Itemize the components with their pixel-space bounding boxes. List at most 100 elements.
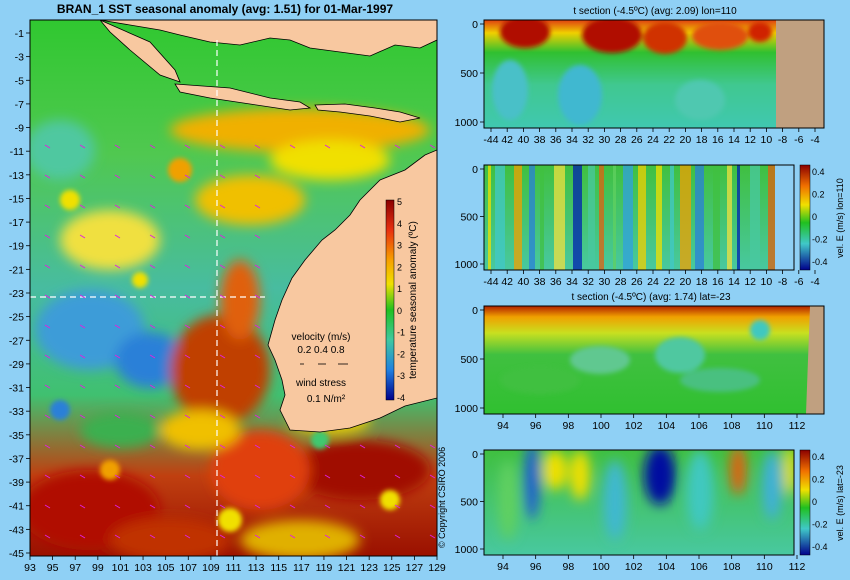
wind-arrow	[219, 444, 226, 449]
wind-arrow	[394, 504, 401, 509]
velocity-stripe	[638, 165, 646, 270]
colorbar-tick-label: 0.2	[812, 190, 825, 200]
y-tick-label: 1000	[455, 544, 479, 556]
wind-arrow	[79, 504, 86, 509]
x-tick-label: 100	[592, 561, 610, 573]
wind-arrow	[254, 504, 261, 509]
velocity-stripe	[713, 165, 720, 270]
x-tick-label: 104	[658, 561, 676, 573]
x-tick-label: 101	[112, 562, 130, 574]
wind-arrow	[79, 414, 86, 419]
x-tick-label: 106	[690, 561, 708, 573]
x-tick-label: -44	[483, 134, 498, 146]
wind-arrow	[219, 414, 226, 419]
wind-arrow	[254, 144, 261, 149]
x-tick-label: 28	[615, 276, 627, 288]
wind-arrow	[324, 504, 331, 509]
x-tick-label: 18	[696, 276, 708, 288]
wind-arrow	[44, 534, 51, 539]
wind-arrow	[254, 354, 261, 359]
y-tick-label: -31	[9, 383, 24, 395]
velocity-stripe	[768, 165, 776, 270]
x-tick-label: 42	[501, 134, 513, 146]
y-tick-label: 0	[472, 164, 478, 176]
y-tick-label: -19	[9, 241, 24, 253]
section-4-colorbar-label: vel. E (m/s) lat=-23	[835, 465, 845, 541]
wind-arrow	[429, 534, 436, 539]
x-tick-label: 110	[756, 561, 773, 573]
x-tick-label: 112	[789, 561, 806, 573]
wind-arrow	[289, 474, 296, 479]
wind-arrow	[114, 264, 121, 269]
x-tick-label: -6	[794, 276, 803, 288]
wind-arrow	[184, 504, 191, 509]
x-tick-label: 20	[680, 134, 692, 146]
wind-arrow	[219, 534, 226, 539]
map-colorbar-bar	[385, 199, 395, 401]
y-tick-label: -37	[9, 453, 24, 465]
x-tick-label: 100	[592, 420, 610, 432]
section-1-title: t section (-4.5ºC) (avg: 2.09) lon=110	[573, 6, 737, 17]
map-colorbar-ticks: 5 4 3 2 1 0 -1 -2 -3 -4	[397, 197, 405, 403]
wind-arrow	[79, 234, 86, 239]
y-tick-label: 500	[460, 497, 478, 509]
wind-arrow	[149, 384, 156, 389]
wind-arrow	[44, 204, 51, 209]
x-tick-label: 125	[383, 562, 401, 574]
x-tick-label: 34	[566, 276, 578, 288]
wind-arrow	[219, 144, 226, 149]
velocity-stripe	[737, 165, 740, 270]
x-tick-label: 38	[534, 134, 546, 146]
colorbar-tick-label: 0.4	[812, 167, 825, 177]
x-tick-label: 26	[631, 276, 643, 288]
y-tick-label: -15	[9, 193, 24, 205]
x-tick-label: 94	[497, 561, 509, 573]
wind-arrow	[289, 444, 296, 449]
x-tick-label: 20	[680, 276, 692, 288]
x-tick-label: 106	[690, 420, 708, 432]
x-tick-label: 36	[550, 276, 562, 288]
wind-legend-value: 0.1 N/m²	[307, 394, 346, 405]
x-tick-label: 16	[712, 134, 724, 146]
x-tick-label: 123	[360, 562, 378, 574]
velocity-legend-title: velocity (m/s)	[292, 332, 351, 343]
velocity-stripe	[695, 165, 704, 270]
wind-arrow	[79, 204, 86, 209]
map-y-axis: -1 -3 -5 -7 -9 -11 -13 -15 -17 -19 -21 -23 -25 -27 -29…	[9, 28, 30, 560]
wind-arrow	[114, 534, 121, 539]
section-panel-4: 94 96 98 100 102 104 106 108 110 112 0 500 1000 0.4 0…	[455, 449, 845, 573]
wind-arrow	[114, 414, 121, 419]
y-tick-label: -29	[9, 359, 24, 371]
wind-arrow	[254, 384, 261, 389]
wind-arrow	[289, 534, 296, 539]
wind-arrow	[114, 174, 121, 179]
x-tick-label: 119	[316, 562, 333, 574]
wind-arrow	[114, 324, 121, 329]
x-tick-label: 10	[761, 134, 773, 146]
y-tick-label: -5	[15, 75, 24, 87]
velocity-stripe	[599, 165, 604, 270]
x-tick-label: 102	[625, 561, 643, 573]
colorbar-tick-label: 0.4	[812, 452, 825, 462]
x-tick-label: 12	[744, 134, 756, 146]
x-tick-label: 16	[712, 276, 724, 288]
land-lesser-sunda	[314, 103, 421, 123]
colorbar-tick-label: -3	[397, 371, 405, 381]
x-tick-label: -44	[483, 276, 498, 288]
sst-anomaly-patches	[30, 108, 430, 556]
map-title: BRAN_1 SST seasonal anomaly (avg: 1.51) …	[57, 2, 393, 16]
colorbar-tick-label: -2	[397, 349, 405, 359]
wind-arrow	[219, 204, 226, 209]
wind-arrow	[44, 474, 51, 479]
wind-arrow	[254, 534, 261, 539]
y-tick-label: -43	[9, 524, 24, 536]
y-tick-label: -1	[15, 28, 24, 40]
x-tick-label: 30	[599, 276, 611, 288]
y-tick-label: -27	[9, 335, 24, 347]
wind-arrow	[429, 504, 436, 509]
wind-arrow	[114, 144, 121, 149]
wind-arrow	[79, 384, 86, 389]
x-tick-label: 104	[658, 420, 676, 432]
wind-arrow	[324, 474, 331, 479]
